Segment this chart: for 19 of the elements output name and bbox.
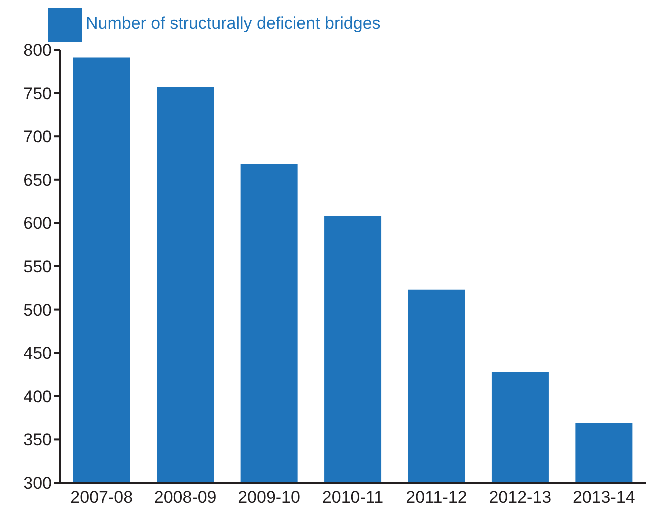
x-tick-label: 2009-10: [238, 488, 300, 508]
y-tick-label: 600: [24, 214, 52, 234]
y-tick-label: 300: [24, 474, 52, 494]
y-tick-label: 800: [24, 41, 52, 60]
y-tick-label: 650: [24, 170, 52, 190]
x-tick-label: 2011-12: [406, 488, 468, 508]
y-tick-label: 500: [24, 300, 52, 320]
x-tick-label: 2012-13: [489, 488, 552, 508]
x-tick-label: 2013-14: [572, 488, 636, 508]
x-tick-label: 2008-09: [154, 488, 217, 508]
y-tick-label: 700: [24, 128, 52, 147]
x-tick-label: 2010-11: [322, 488, 384, 508]
y-tick-label: 750: [24, 84, 52, 104]
y-tick-label: 450: [24, 344, 52, 364]
y-tick-label: 400: [24, 387, 52, 406]
legend-label: Number of structurally deficient bridges: [86, 14, 381, 34]
x-tick-label: 2007-08: [70, 488, 134, 508]
y-tick-label: 350: [24, 430, 52, 450]
y-tick-label: 550: [24, 258, 52, 277]
